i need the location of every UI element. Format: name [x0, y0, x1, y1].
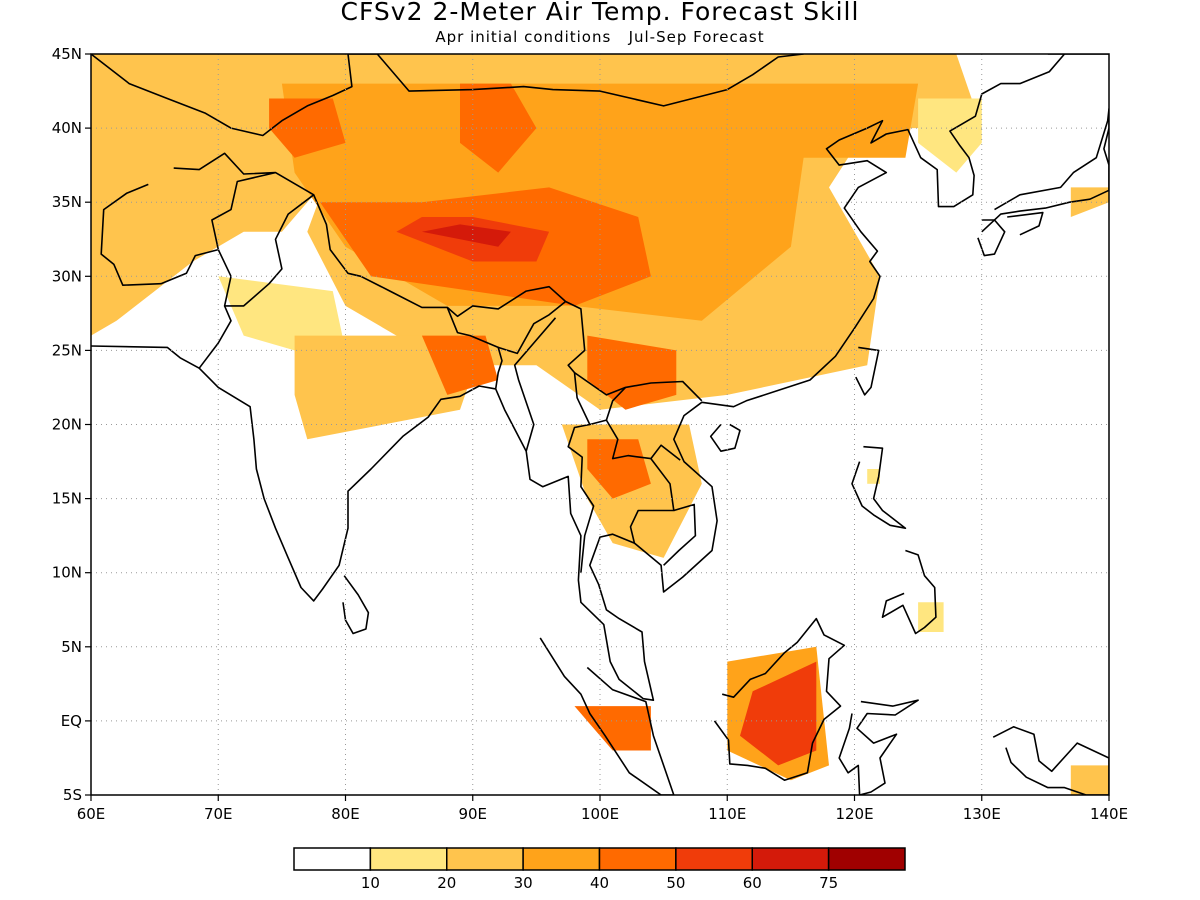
- skill-region-12: [918, 98, 982, 173]
- colorbar-swatch: [446, 847, 524, 871]
- land-outline-0: [91, 54, 1066, 702]
- x-tick-label: 80E: [331, 805, 360, 823]
- skill-region-2: [218, 276, 346, 351]
- y-tick-label: 30N: [52, 267, 82, 285]
- y-tick-label: 45N: [52, 45, 82, 63]
- y-tick-label: 10N: [52, 564, 82, 582]
- land-outline-26: [663, 503, 697, 566]
- latitude-ticks: 45N 40N 35N 30N 25N 20N 15N 10N 5N EQ 5S: [52, 45, 91, 804]
- land-outline-11: [1007, 211, 1044, 236]
- colorbar-swatch: [675, 847, 753, 871]
- land-outline-2: [713, 617, 846, 782]
- land-outline-9: [981, 108, 1109, 233]
- skill-region-21: [867, 469, 880, 484]
- colorbar-swatch: [293, 847, 372, 871]
- colorbar: 10 20 30 40 50 60 75: [293, 847, 906, 892]
- chart-subtitle: Apr initial conditions Jul-Sep Forecast: [435, 28, 765, 46]
- land-outline-25: [650, 444, 681, 461]
- y-tick-label: 5N: [61, 638, 82, 656]
- land-outline-21: [497, 300, 567, 355]
- x-tick-label: 140E: [1090, 805, 1128, 823]
- land-outline-5: [881, 549, 937, 635]
- x-tick-label: 70E: [204, 805, 233, 823]
- colorbar-swatch: [827, 847, 906, 871]
- land-outline-8: [855, 346, 880, 396]
- y-tick-label: 25N: [52, 341, 82, 359]
- colorbar-label: 40: [590, 874, 609, 892]
- colorbar-label: 30: [514, 874, 533, 892]
- land-outline-14: [91, 54, 353, 137]
- skill-region-17: [574, 706, 651, 751]
- land-outline-15: [348, 54, 804, 107]
- skill-region-7: [421, 224, 511, 247]
- x-tick-label: 60E: [77, 805, 106, 823]
- lat-lon-grid: [91, 54, 1109, 795]
- colorbar-label: 20: [437, 874, 456, 892]
- skill-region-11: [587, 335, 677, 410]
- land-outline-7: [709, 423, 741, 453]
- skill-region-14: [587, 439, 651, 499]
- y-tick-label: 15N: [52, 490, 82, 508]
- skill-region-18: [1070, 765, 1109, 795]
- colorbar-swatch: [522, 847, 601, 871]
- y-tick-label: 20N: [52, 416, 82, 434]
- land-outline-18: [217, 194, 315, 307]
- x-tick-label: 130E: [963, 805, 1001, 823]
- land-outline-24: [605, 419, 675, 544]
- x-tick-label: 110E: [708, 805, 746, 823]
- colorbar-swatch: [751, 847, 830, 871]
- colorbar-label: 60: [743, 874, 762, 892]
- colorbar-label: 75: [819, 874, 838, 892]
- y-tick-label: 35N: [52, 193, 82, 211]
- chart-title: CFSv2 2-Meter Air Temp. Forecast Skill: [340, 0, 860, 26]
- land-outline-3: [838, 699, 919, 795]
- skill-region-16: [740, 661, 817, 766]
- skill-shading: [91, 54, 1109, 795]
- longitude-ticks: 60E 70E 80E 90E 100E 110E 120E 130E 140E: [77, 795, 1128, 823]
- land-outline-6: [342, 575, 370, 635]
- skill-region-20: [918, 602, 944, 632]
- land-outline-12: [992, 725, 1109, 795]
- skill-region-9: [269, 98, 346, 158]
- colorbar-swatch: [369, 847, 448, 871]
- land-outline-1: [539, 637, 675, 795]
- land-outline-19: [198, 305, 232, 369]
- colorbar-label: 10: [361, 874, 380, 892]
- land-outline-4: [851, 445, 907, 530]
- land-outline-23: [573, 372, 627, 426]
- x-tick-label: 120E: [835, 805, 873, 823]
- x-tick-label: 100E: [581, 805, 619, 823]
- y-tick-label: EQ: [61, 712, 82, 730]
- colorbar-swatch: [598, 847, 677, 871]
- skill-region-8: [460, 83, 537, 173]
- land-outline-17: [100, 152, 277, 287]
- land-outline-27: [567, 423, 595, 573]
- land-outline-22: [513, 317, 557, 452]
- y-tick-label: 5S: [63, 786, 82, 804]
- colorbar-label: 50: [666, 874, 685, 892]
- land-outline-10: [977, 219, 1006, 257]
- y-tick-label: 40N: [52, 119, 82, 137]
- x-tick-label: 90E: [458, 805, 487, 823]
- skill-region-10: [421, 335, 499, 395]
